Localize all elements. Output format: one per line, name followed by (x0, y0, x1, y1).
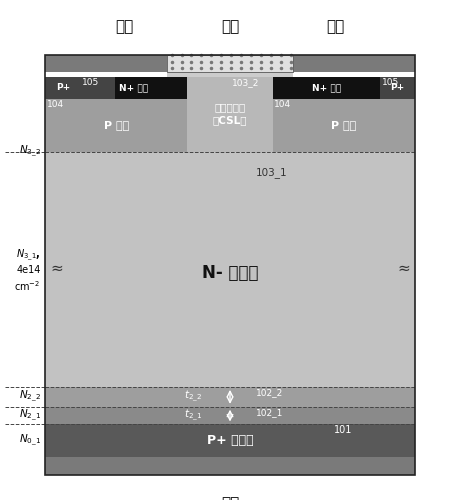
Text: N+ 源区: N+ 源区 (120, 84, 148, 92)
Bar (45, 99, 188, 152)
Bar (45, 387, 415, 407)
Text: 电流扩展层: 电流扩展层 (214, 102, 246, 112)
Text: cm$^{-2}$: cm$^{-2}$ (14, 279, 41, 292)
Text: 104: 104 (274, 100, 291, 110)
Text: N- 漂移层: N- 漂移层 (202, 264, 258, 281)
Text: P 基区: P 基区 (331, 120, 356, 130)
Text: 104: 104 (47, 100, 64, 110)
Bar (45, 77, 115, 99)
Text: P+: P+ (56, 84, 70, 92)
Bar (167, 55, 293, 72)
Bar (272, 99, 415, 152)
Bar (80, 77, 188, 99)
Text: 103_1: 103_1 (256, 167, 288, 178)
Text: $N_{0\_1}$: $N_{0\_1}$ (18, 434, 41, 448)
Bar (188, 77, 272, 152)
Text: 4e14: 4e14 (16, 266, 41, 276)
Bar (45, 152, 415, 387)
Text: $N_{3\_2}$: $N_{3\_2}$ (19, 144, 41, 159)
Bar (293, 55, 415, 72)
Bar (45, 424, 415, 458)
Bar (45, 407, 415, 424)
Bar (272, 77, 380, 99)
Bar (380, 77, 415, 99)
Text: $N_{2\_1}$: $N_{2\_1}$ (18, 408, 41, 423)
Text: $t_{2\_1}$: $t_{2\_1}$ (184, 408, 202, 423)
Text: ≈: ≈ (397, 260, 410, 276)
Text: $N_{2\_2}$: $N_{2\_2}$ (19, 390, 41, 404)
Text: P 基区: P 基区 (104, 120, 129, 130)
Text: 阳极: 阳极 (221, 496, 239, 500)
Text: 101: 101 (334, 426, 352, 436)
Bar (45, 55, 167, 72)
Text: 105: 105 (82, 78, 99, 88)
Text: 栅极: 栅极 (221, 18, 239, 34)
Text: ≈: ≈ (50, 260, 63, 276)
Text: 阴极: 阴极 (326, 18, 345, 34)
Text: P+ 注入层: P+ 注入层 (207, 434, 253, 448)
Text: 105: 105 (382, 78, 399, 88)
Bar (167, 72, 293, 77)
Text: 102_1: 102_1 (256, 408, 283, 417)
Bar (45, 55, 415, 475)
Text: $t_{2\_2}$: $t_{2\_2}$ (184, 390, 202, 404)
Text: 阴极: 阴极 (115, 18, 134, 34)
Text: 103_2: 103_2 (232, 78, 259, 88)
Text: P+: P+ (391, 84, 405, 92)
Bar (45, 458, 415, 475)
Text: $N_{3\_1}$,: $N_{3\_1}$, (16, 248, 41, 262)
Text: 102_2: 102_2 (256, 388, 283, 397)
Text: N+ 源区: N+ 源区 (312, 84, 341, 92)
Text: （CSL）: （CSL） (213, 115, 247, 125)
